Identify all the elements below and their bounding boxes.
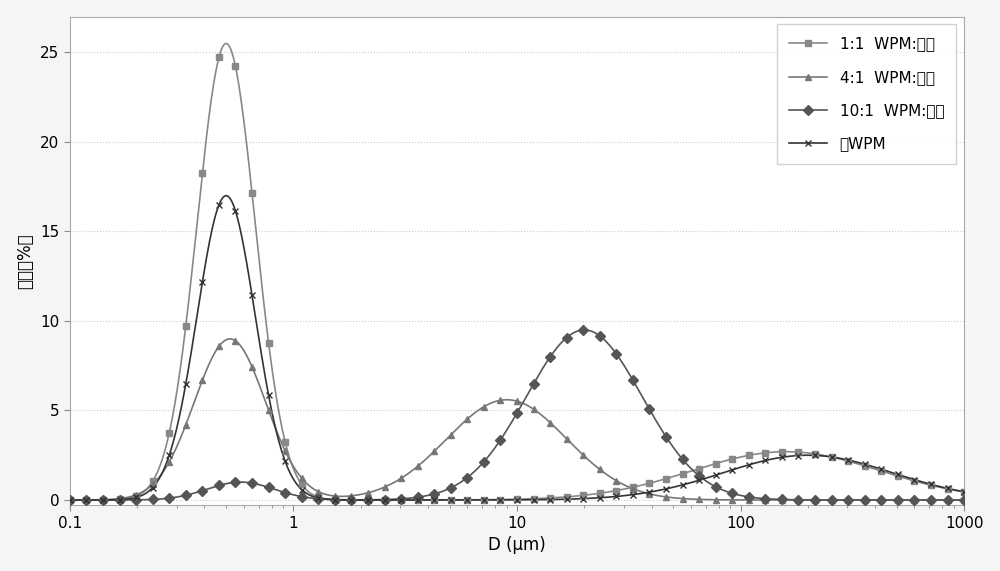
Legend: 1:1  WPM:果胶, 4:1  WPM:果胶, 10:1  WPM:果胶, 仅WPM: 1:1 WPM:果胶, 4:1 WPM:果胶, 10:1 WPM:果胶, 仅WP… <box>777 25 956 164</box>
Y-axis label: 体积（%）: 体积（%） <box>17 233 35 289</box>
X-axis label: D (μm): D (μm) <box>488 536 546 554</box>
